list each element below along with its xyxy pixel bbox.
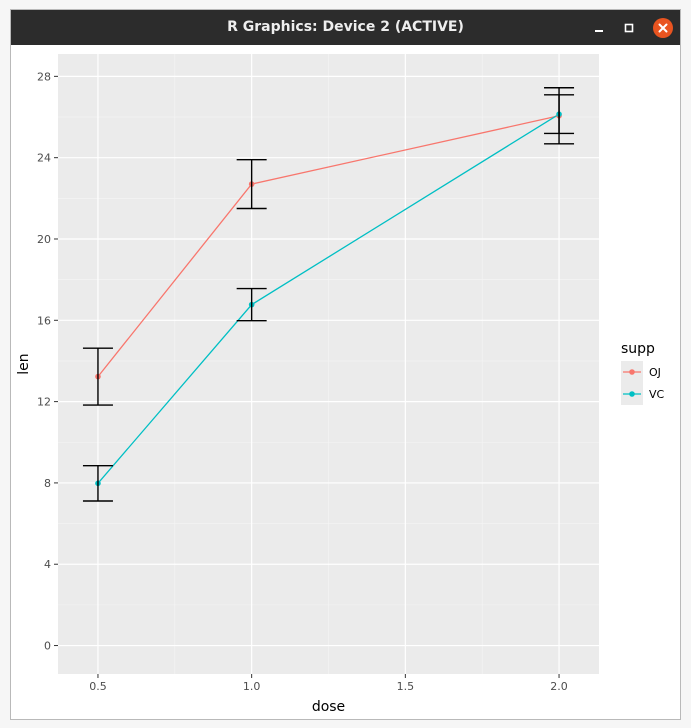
legend-key-point xyxy=(629,391,635,397)
y-tick-label: 0 xyxy=(44,640,51,653)
x-tick-label: 0.5 xyxy=(89,680,107,693)
legend-label-vc: VC xyxy=(649,388,665,401)
graphics-window: R Graphics: Device 2 (ACTIVE) 0 4 8 12 16 20 2… xyxy=(10,9,681,720)
x-axis: 0.5 1.0 1.5 2.0 xyxy=(89,674,568,693)
legend-key-point xyxy=(629,369,635,375)
legend: supp OJ VC xyxy=(621,341,665,405)
error-bar-oj xyxy=(236,159,267,210)
minimize-button[interactable] xyxy=(589,18,609,38)
maximize-icon xyxy=(624,23,634,33)
y-axis-title: len xyxy=(16,353,32,374)
y-tick-label: 20 xyxy=(37,233,51,246)
x-tick-label: 1.5 xyxy=(397,680,415,693)
error-bar-vc xyxy=(544,94,575,135)
window-title: R Graphics: Device 2 (ACTIVE) xyxy=(227,19,464,35)
close-button[interactable] xyxy=(653,18,673,38)
close-icon xyxy=(658,23,668,33)
maximize-button[interactable] xyxy=(619,18,639,38)
error-bar-oj xyxy=(82,347,113,406)
plot-canvas: 0 4 8 12 16 20 24 28 0.5 1.0 1.5 2.0 dose len supp… xyxy=(11,45,680,719)
legend-title: supp xyxy=(621,341,655,357)
y-tick-label: 16 xyxy=(37,314,51,327)
y-tick-label: 28 xyxy=(37,70,51,83)
y-tick-label: 24 xyxy=(37,152,51,165)
x-tick-label: 1.0 xyxy=(243,680,261,693)
y-tick-label: 4 xyxy=(44,558,51,571)
x-axis-title: dose xyxy=(312,699,345,715)
title-bar[interactable]: R Graphics: Device 2 (ACTIVE) xyxy=(11,10,680,45)
series-layer xyxy=(82,87,575,502)
error-bar-vc xyxy=(236,287,267,322)
y-axis: 0 4 8 12 16 20 24 28 xyxy=(37,70,58,653)
y-tick-label: 12 xyxy=(37,396,51,409)
error-bar-vc xyxy=(82,464,113,502)
y-tick-label: 8 xyxy=(44,477,51,490)
legend-label-oj: OJ xyxy=(649,366,661,379)
x-tick-label: 2.0 xyxy=(550,680,568,693)
minimize-icon xyxy=(595,30,603,32)
